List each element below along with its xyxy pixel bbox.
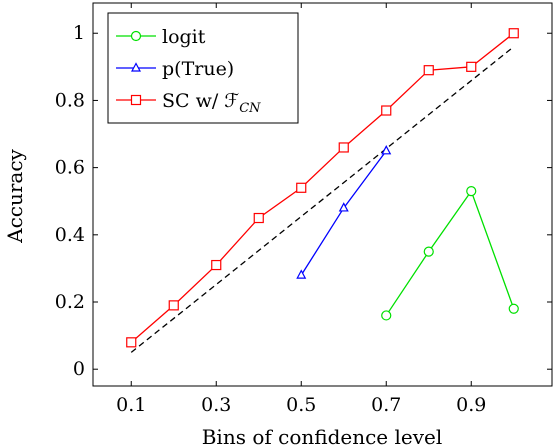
data-point	[423, 65, 434, 76]
data-point	[296, 182, 307, 193]
data-point	[508, 28, 519, 39]
legend-marker	[130, 94, 142, 106]
legend-entry: SC w/ ℱCN	[116, 90, 261, 116]
legend-entry: logit	[116, 26, 206, 48]
legend-label: p(True)	[162, 58, 234, 80]
data-point	[253, 212, 264, 224]
x-tick-label: 0.5	[286, 394, 316, 416]
legend-label: logit	[162, 26, 206, 48]
legend-entries: logit p(True) SC w/ ℱCN	[116, 26, 261, 116]
x-tick-label: 0.7	[371, 394, 401, 416]
series-layer	[126, 28, 519, 348]
y-tick-label: 0.6	[55, 157, 85, 179]
x-tick-label: 0.9	[456, 394, 486, 416]
legend: logit p(True) SC w/ ℱCN	[107, 12, 299, 124]
data-point	[168, 300, 179, 311]
data-point	[466, 186, 477, 197]
x-tick-label: 0.1	[116, 394, 146, 416]
y-axis-label: Accuracy	[3, 148, 27, 243]
legend-entry: p(True)	[116, 58, 234, 80]
y-tick-label: 1	[73, 22, 85, 44]
data-point	[381, 310, 392, 321]
axes: 0.1 0.3 0.5 0.7 0.9 0 0.2 0.4 0.6 0.8 1	[55, 3, 552, 416]
data-point	[466, 61, 477, 72]
y-tick-label: 0.2	[55, 291, 85, 313]
series-line	[130, 32, 515, 343]
data-point	[423, 246, 434, 257]
x-tick-label: 0.3	[201, 394, 231, 416]
legend-label: SC w/ ℱCN	[162, 90, 261, 116]
data-point	[508, 303, 519, 314]
y-tick-label: 0.4	[55, 224, 85, 246]
data-point	[338, 142, 349, 153]
data-point	[296, 269, 307, 279]
series-triangle	[296, 145, 392, 279]
reference-dashed-line	[130, 46, 515, 353]
legend-marker	[131, 62, 141, 72]
data-point	[381, 145, 392, 155]
x-axis-label: Bins of confidence level	[202, 425, 443, 448]
data-point	[211, 259, 222, 271]
series-square	[126, 28, 519, 348]
y-tick-label: 0.8	[55, 89, 85, 111]
data-point	[338, 202, 349, 212]
plot-frame	[92, 2, 553, 387]
series-line	[300, 150, 387, 276]
y-tick-label: 0	[73, 358, 85, 380]
data-point	[381, 105, 392, 116]
data-point	[126, 337, 137, 348]
legend-marker	[130, 30, 142, 42]
series-circle	[381, 186, 519, 321]
series-line	[385, 189, 515, 316]
